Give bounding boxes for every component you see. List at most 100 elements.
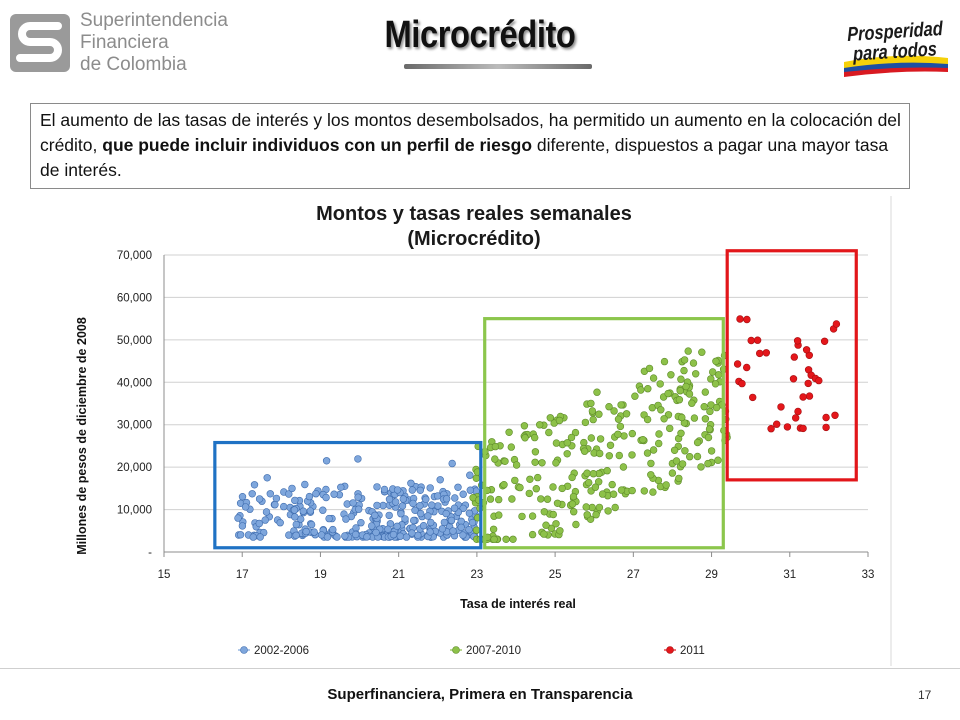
org-line-3: de Colombia — [80, 54, 187, 75]
scatter-point — [664, 389, 672, 398]
scatter-point — [614, 415, 623, 423]
scatter-point — [685, 390, 694, 398]
scatter-point — [424, 512, 432, 520]
scatter-point — [791, 414, 800, 422]
scatter-point — [610, 407, 618, 415]
scatter-point — [615, 451, 623, 460]
scatter-point — [595, 449, 604, 458]
scatter-point — [748, 393, 757, 402]
scatter-point — [322, 457, 331, 465]
scatter-point — [805, 392, 814, 400]
scatter-point — [537, 495, 545, 503]
scatter-point — [505, 428, 513, 437]
scatter-point — [249, 533, 257, 541]
scatter-point — [371, 511, 379, 520]
scatter-point — [306, 507, 315, 515]
scatter-point — [349, 499, 357, 507]
scatter-point — [799, 424, 807, 433]
scatter-point — [540, 508, 548, 516]
scatter-point — [697, 463, 705, 471]
sfc-logo: Superintendencia Financiera de Colombia — [6, 6, 236, 76]
scatter-point — [609, 490, 618, 498]
scatter-point — [660, 357, 669, 366]
y-tick-label: 60,000 — [117, 292, 152, 304]
scatter-point — [598, 490, 607, 498]
scatter-point — [531, 433, 539, 442]
colombia-flag-icon — [844, 55, 948, 77]
scatter-point — [563, 439, 571, 447]
scatter-point — [555, 416, 564, 425]
scatter-point — [442, 495, 451, 503]
scatter-point — [667, 371, 675, 379]
scatter-point — [255, 495, 264, 503]
scatter-point — [459, 531, 467, 539]
x-tick-label: 31 — [783, 569, 796, 581]
scatter-point — [649, 374, 658, 382]
scatter-point — [681, 447, 689, 455]
scatter-point — [330, 490, 338, 498]
scatter-point — [584, 478, 593, 487]
scatter-point — [368, 522, 376, 530]
legend-label: 2007-2010 — [466, 645, 521, 657]
chart-canvas: Montos y tasas reales semanales (Microcr… — [75, 196, 892, 666]
scatter-point — [285, 490, 293, 498]
scatter-point — [568, 500, 577, 508]
scatter-point — [508, 495, 516, 503]
scatter-point — [678, 460, 687, 468]
scatter-point — [393, 522, 401, 530]
scatter-point — [733, 360, 742, 368]
scatter-point — [628, 429, 636, 438]
scatter-point — [684, 347, 692, 355]
scatter-point — [677, 429, 685, 438]
scatter-point — [385, 495, 394, 503]
scatter-point — [507, 443, 515, 451]
scatter-point — [605, 403, 613, 411]
scatter-point — [495, 495, 503, 504]
x-axis-label: Tasa de interés real — [460, 597, 576, 611]
note-text-1: El aumento de las tasas de interés y los… — [40, 110, 901, 155]
x-tick-label: 17 — [236, 569, 249, 581]
scatter-point — [654, 439, 663, 448]
x-tick-label: 25 — [549, 569, 562, 581]
scatter-point — [384, 525, 392, 533]
title-underline — [404, 64, 592, 69]
scatter-point — [742, 363, 751, 372]
x-tick-label: 23 — [470, 569, 483, 581]
scatter-point — [363, 533, 371, 541]
scatter-point — [256, 533, 264, 541]
scatter-point — [688, 399, 696, 407]
scatter-point — [643, 415, 652, 424]
scatter-point — [649, 488, 657, 496]
note-text-2: diferente, dispuestos a pagar una mayor … — [40, 135, 889, 180]
y-tick-label: 20,000 — [117, 462, 152, 474]
scatter-point — [649, 446, 658, 454]
scatter-point — [569, 492, 578, 501]
scatter-point — [521, 434, 529, 442]
scatter-point — [670, 446, 679, 455]
scatter-point — [568, 473, 576, 482]
scatter-point — [680, 356, 689, 364]
scatter-point — [465, 509, 474, 517]
x-tick-label: 29 — [705, 569, 718, 581]
scatter-point — [595, 410, 603, 418]
scatter-point — [271, 501, 279, 509]
scatter-point — [319, 506, 327, 514]
scatter-point — [457, 523, 465, 531]
scatter-point — [518, 512, 526, 521]
scatter-point — [799, 393, 807, 401]
scatter-point — [604, 507, 612, 515]
scatter-point — [603, 467, 611, 475]
scatter-point — [708, 368, 717, 376]
scatter-point — [250, 481, 259, 489]
scatter-point — [714, 456, 722, 464]
scatter-point — [832, 320, 841, 328]
scatter-point — [528, 530, 537, 539]
scatter-point — [440, 518, 449, 527]
y-tick-labels: - 10,000 20,000 30,000 40,000 50,000 60,000 70,… — [117, 250, 152, 559]
scatter-point — [280, 502, 288, 511]
scatter-point — [531, 458, 539, 466]
scatter-point — [767, 425, 775, 433]
scatter-point — [675, 474, 683, 483]
scatter-point — [526, 475, 534, 483]
scatter-point — [662, 481, 670, 489]
